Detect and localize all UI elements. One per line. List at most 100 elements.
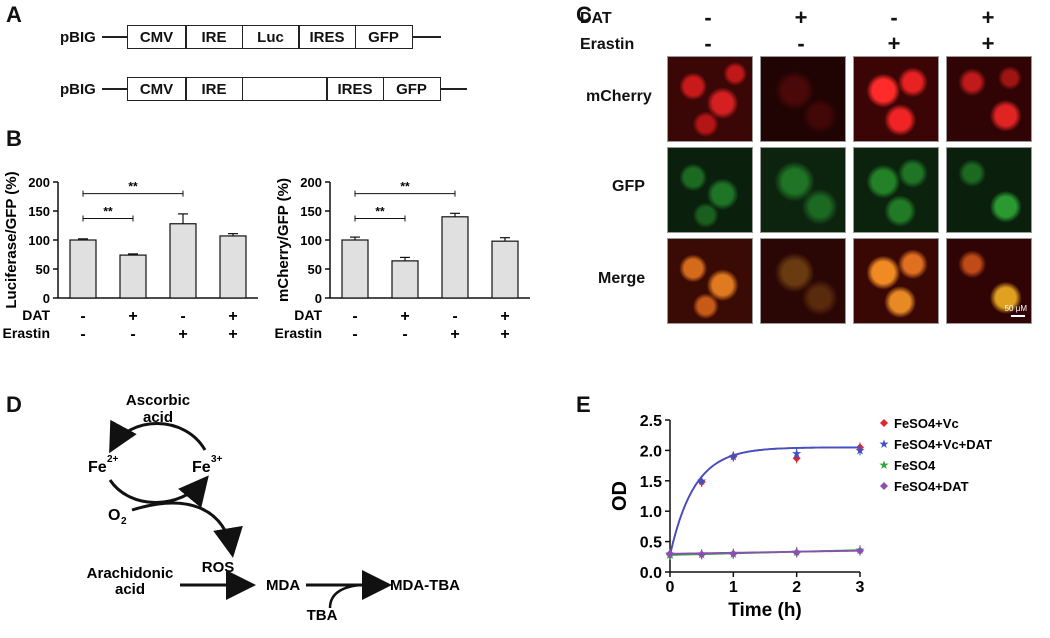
vector-line <box>440 88 467 90</box>
y-tick-label: 150 <box>300 204 322 219</box>
bar <box>491 240 519 299</box>
dat-row-label: DAT <box>294 307 322 323</box>
data-point: ★ <box>696 474 707 488</box>
arachidonic-acid-label: acid <box>115 581 145 598</box>
segment-ires: IRES <box>326 77 384 101</box>
fe2-charge: 2+ <box>107 454 119 465</box>
significance-label: ** <box>400 180 410 194</box>
erastin-header: Erastin <box>580 36 635 53</box>
micrograph-gfp-3 <box>853 147 939 233</box>
data-point: ★ <box>728 449 739 463</box>
segment-cmv: CMV <box>126 77 187 101</box>
micrograph-mcherry-3 <box>853 56 939 142</box>
y-axis-label: OD <box>609 481 631 511</box>
legend-label: FeSO4+Vc+DAT <box>894 437 992 452</box>
construct-name: pBIG <box>60 28 96 46</box>
scale-bar-label: 50 μM <box>1004 304 1027 313</box>
bar <box>341 239 369 299</box>
panel-label-e: E <box>576 392 591 417</box>
ascorbic-label: Ascorbic <box>126 392 190 409</box>
dat-sign: + <box>400 308 409 325</box>
erastin-sign: + <box>500 326 509 343</box>
micrograph-gfp-1 <box>667 147 753 233</box>
dat-sign: - <box>352 308 357 325</box>
micrograph-gfp-2 <box>760 147 846 233</box>
panel-label-c: C <box>576 2 592 27</box>
dat-sign: + <box>228 308 237 325</box>
data-point: ★ <box>855 443 866 457</box>
dat-sign: - <box>180 308 185 325</box>
data-point <box>856 546 864 555</box>
segment-ire: IRE <box>185 77 243 101</box>
erastin-sign-3: + <box>887 31 901 56</box>
y-axis-label: mCherry/GFP (%) <box>275 178 292 302</box>
erastin-sign: + <box>450 326 459 343</box>
erastin-sign: - <box>402 326 407 343</box>
mda-label: MDA <box>266 577 300 594</box>
y-tick-label: 0 <box>315 291 322 306</box>
fe3-label: Fe <box>192 459 211 476</box>
legend-marker <box>880 419 888 427</box>
legend-marker: ★ <box>879 458 890 472</box>
y-tick-label: 2.0 <box>640 443 662 460</box>
data-point: ★ <box>791 446 802 460</box>
erastin-row-label: Erastin <box>3 325 50 341</box>
dat-sign-4: + <box>981 5 995 30</box>
series-line-FeSO4+Vc+DAT <box>669 446 861 556</box>
y-tick-label: 50 <box>308 262 322 277</box>
vector-line <box>102 88 128 90</box>
dat-sign: + <box>128 308 137 325</box>
dat-sign: - <box>80 308 85 325</box>
panel-label-a: A <box>6 2 22 27</box>
y-tick-label: 200 <box>300 175 322 190</box>
erastin-sign-2: - <box>797 31 805 56</box>
ascorbic-acid-label: acid <box>143 409 173 426</box>
y-tick-label: 1.5 <box>640 474 662 491</box>
row-label-mcherry: mCherry <box>586 88 652 105</box>
construct-name: pBIG <box>60 80 96 98</box>
y-tick-label: 2.5 <box>640 413 662 430</box>
o2-to-ros-arrow <box>131 501 243 558</box>
erastin-sign-4: + <box>981 31 995 56</box>
micrograph-gfp-4 <box>946 147 1032 233</box>
dat-sign-3: - <box>890 5 898 30</box>
fe3-charge: 3+ <box>211 454 223 465</box>
panel-label-d: D <box>6 392 22 417</box>
segment-gfp: GFP <box>354 25 413 49</box>
mda-tba-label: MDA-TBA <box>390 577 460 594</box>
x-tick-label: 3 <box>856 579 865 596</box>
y-tick-label: 0.5 <box>640 535 662 552</box>
segment-luc: Luc <box>241 25 300 49</box>
construct-mcherry: pBIG CMV IRE mCherry IRES GFP <box>60 76 467 102</box>
y-tick-label: 100 <box>300 233 322 248</box>
significance-label: ** <box>128 180 138 194</box>
significance-label: ** <box>375 205 385 219</box>
lipid-peroxidation-diagram: Ascorbic acid Fe 2+ Fe 3+ O 2 ROS Arachi… <box>87 392 460 624</box>
erastin-sign: - <box>130 326 135 343</box>
dat-sign: - <box>452 308 457 325</box>
bar <box>69 239 97 299</box>
panel-label-b: B <box>6 126 22 151</box>
erastin-row-label: Erastin <box>275 325 322 341</box>
row-label-merge: Merge <box>598 270 646 287</box>
dat-row-label: DAT <box>22 307 50 323</box>
erastin-sign: - <box>80 326 85 343</box>
bar <box>169 223 197 299</box>
erastin-sign: + <box>228 326 237 343</box>
bar <box>391 260 419 299</box>
dat-header: DAT <box>580 10 612 27</box>
micrograph-merge-3 <box>853 238 939 324</box>
luciferase-bar-chart: 0 50 100 150 200 Luciferase/GFP (%) ** ** DAT Era… <box>3 171 258 343</box>
ros-label: ROS <box>202 559 235 576</box>
bar <box>219 235 247 299</box>
dat-sign-1: - <box>704 5 712 30</box>
data-point <box>792 548 801 557</box>
y-tick-label: 0.0 <box>640 565 662 582</box>
vector-line <box>102 36 128 38</box>
erastin-sign: + <box>178 326 187 343</box>
y-axis-label: Luciferase/GFP (%) <box>3 171 20 308</box>
x-tick-label: 2 <box>792 579 801 596</box>
segment-cmv: CMV <box>126 25 187 49</box>
y-tick-label: 150 <box>28 204 50 219</box>
